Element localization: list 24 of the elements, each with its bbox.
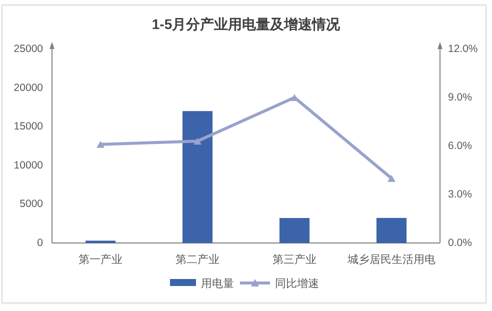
x-tick-label: 第二产业 xyxy=(176,253,220,266)
y2-tick-label: 0.0% xyxy=(448,237,472,249)
y2-tick-label: 3.0% xyxy=(448,188,472,200)
y2-tick-label: 12.0% xyxy=(448,43,478,55)
x-tick-label: 第一产业 xyxy=(78,253,122,266)
legend-label: 同比增速 xyxy=(275,277,319,290)
x-tick-label: 第三产业 xyxy=(272,253,316,266)
y-tick-label: 25000 xyxy=(14,43,44,55)
point xyxy=(194,138,202,145)
y2-tick-label: 9.0% xyxy=(448,92,472,104)
y2-tick-label: 6.0% xyxy=(448,140,472,152)
y-tick-label: 15000 xyxy=(14,120,44,133)
x-tick-label: 城乡居民生活用电 xyxy=(346,253,436,266)
bar xyxy=(376,218,407,243)
y-tick-label: 10000 xyxy=(14,159,44,172)
y-tick-label: 0 xyxy=(37,237,44,249)
bar xyxy=(279,218,310,243)
legend-label: 用电量 xyxy=(201,277,234,290)
point xyxy=(96,140,104,148)
bar xyxy=(182,111,213,243)
chart-title: 1-5月分产业用电量及增速情况 xyxy=(152,16,342,32)
y-tick-label: 5000 xyxy=(20,198,44,210)
point xyxy=(388,174,396,182)
y-tick-label: 20000 xyxy=(14,82,44,94)
